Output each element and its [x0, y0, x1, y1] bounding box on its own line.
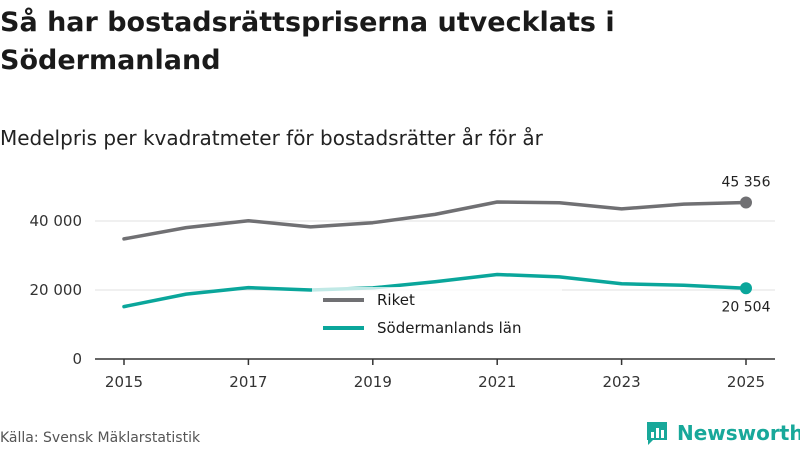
- brand-name: Newsworthy: [677, 421, 800, 445]
- x-tick-label: 2019: [354, 373, 392, 391]
- x-tick-label: 2021: [478, 373, 516, 391]
- y-tick-label: 0: [72, 350, 82, 368]
- chart-subtitle: Medelpris per kvadratmeter för bostadsrä…: [0, 126, 543, 150]
- brand-logo: Newsworthy: [645, 420, 800, 446]
- end-point-marker: [740, 196, 752, 209]
- chart-title: Så har bostadsrättspriserna utvecklats i…: [0, 7, 615, 76]
- series-line-riket: [122, 200, 748, 241]
- x-tick-label: 2025: [727, 373, 765, 391]
- legend-label: Riket: [377, 291, 415, 309]
- x-tick-label: 2023: [603, 373, 641, 391]
- y-tick-label: 40 000: [30, 212, 83, 230]
- end-value-label: 45 356: [722, 175, 771, 191]
- end-value-label: 20 504: [722, 299, 771, 315]
- series-line-sodermanland: [122, 272, 748, 309]
- y-tick-label: 20 000: [30, 281, 83, 299]
- x-tick-label: 2017: [229, 373, 267, 391]
- line-chart: 0 20 000 40 000 2015 2017 2019 2021 2023 2025 Rik…: [30, 175, 775, 391]
- end-point-marker: [740, 282, 752, 295]
- legend-background: [312, 287, 562, 345]
- source-note: Källa: Svensk Mäklarstatistik: [0, 430, 201, 446]
- legend-label: Södermanlands län: [377, 319, 522, 337]
- x-tick-label: 2015: [105, 373, 143, 391]
- newsworthy-logo-icon: [647, 422, 667, 445]
